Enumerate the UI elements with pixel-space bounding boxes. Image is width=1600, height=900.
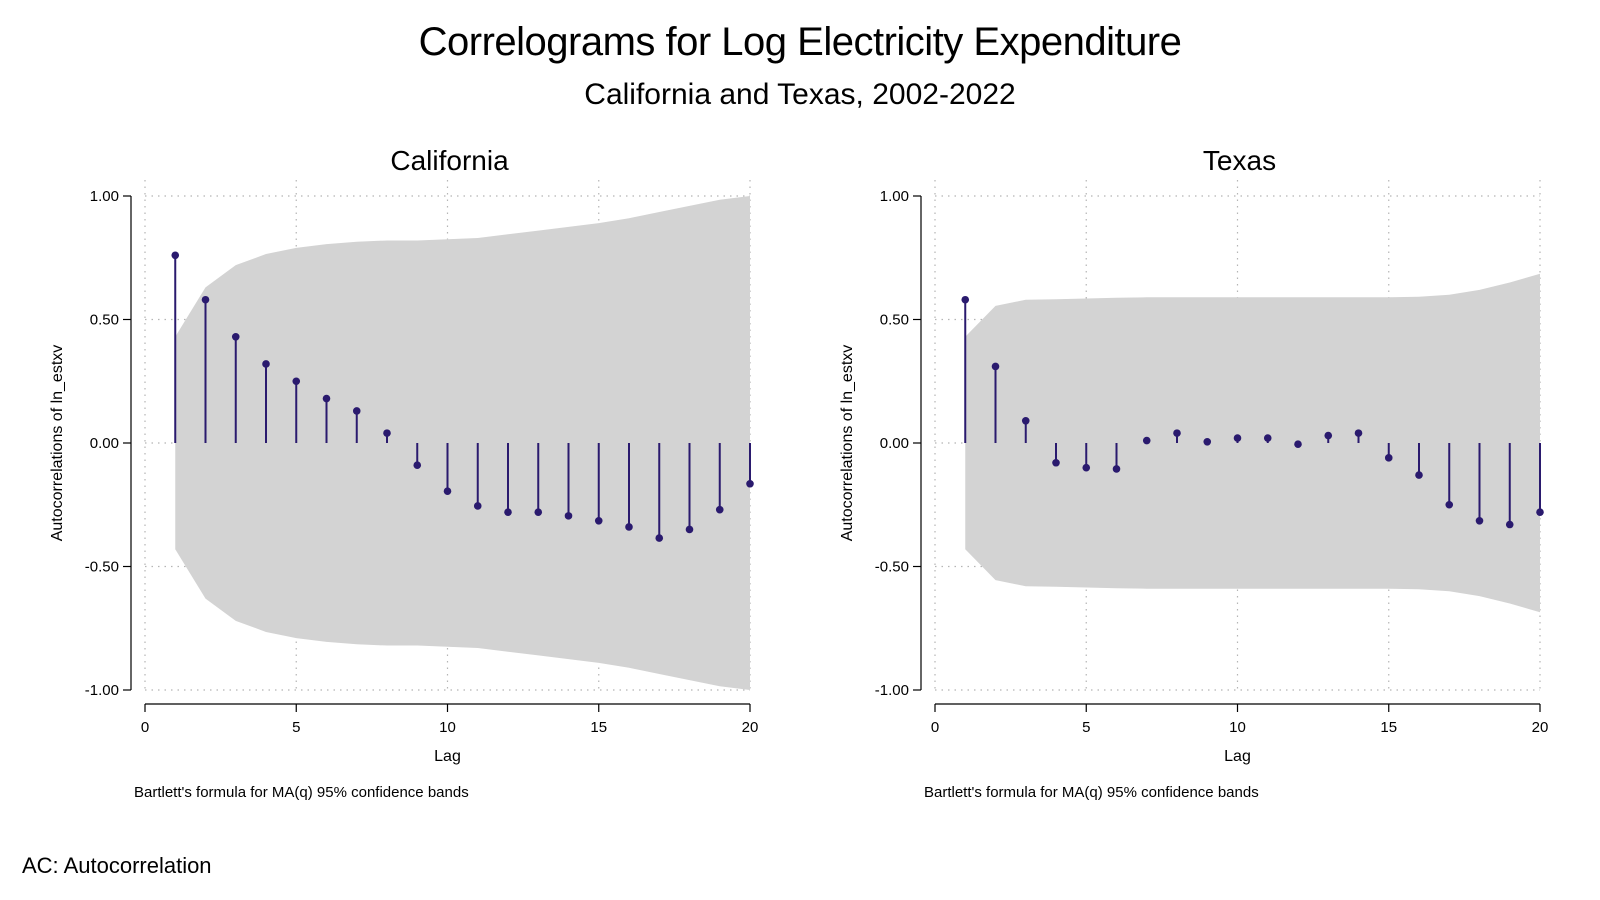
- ac-point-lag-18: [1475, 517, 1484, 525]
- ac-point-lag-19: [1505, 520, 1514, 529]
- ac-point-lag-3: [231, 332, 240, 341]
- ac-point-lag-20: [1536, 508, 1544, 516]
- x-tick-label: 15: [1380, 719, 1397, 736]
- ac-point-lag-9: [413, 461, 422, 470]
- ac-point-lag-16: [625, 523, 633, 531]
- ac-point-lag-1: [961, 295, 970, 304]
- ac-point-lag-1: [171, 251, 180, 260]
- correlogram-texas: Texas -1.00 -0.50 0.00 0.50 1.00 0 5 10 15 20 Lag Au…: [839, 145, 1549, 801]
- y-tick-label: -1.00: [875, 682, 909, 699]
- ac-point-lag-15: [1384, 454, 1393, 462]
- ac-point-lag-15: [594, 517, 603, 525]
- ac-point-lag-16: [1415, 471, 1423, 479]
- panel-title: California: [390, 145, 509, 176]
- x-tick-label: 0: [931, 719, 939, 736]
- y-tick-label: 1.00: [90, 188, 119, 205]
- ac-point-lag-11: [473, 502, 482, 510]
- x-axis-label: Lag: [434, 748, 461, 765]
- ac-point-lag-17: [1445, 500, 1454, 509]
- x-tick-label: 5: [1082, 719, 1090, 736]
- panel-title: Texas: [1203, 145, 1276, 176]
- ac-point-lag-19: [715, 505, 724, 514]
- ac-point-lag-2: [201, 295, 210, 304]
- y-tick-label: 0.00: [90, 435, 119, 452]
- ac-point-lag-4: [262, 360, 270, 368]
- ac-point-lag-6: [1112, 465, 1121, 473]
- ac-point-lag-8: [383, 429, 391, 437]
- panel-texas: Texas -1.00 -0.50 0.00 0.50 1.00 0 5 10 15 20 Lag Au…: [810, 140, 1600, 820]
- ac-point-lag-20: [746, 479, 754, 488]
- ac-point-lag-6: [322, 394, 331, 403]
- x-tick-label: 20: [742, 719, 759, 736]
- ac-point-lag-14: [564, 512, 573, 520]
- y-axis-label: Autocorrelations of ln_estxv: [839, 345, 856, 542]
- ac-point-lag-14: [1354, 429, 1363, 437]
- confidence-band: [175, 196, 750, 690]
- ac-point-lag-8: [1173, 429, 1181, 437]
- ac-point-lag-9: [1203, 437, 1212, 446]
- y-tick-label: -1.00: [85, 682, 119, 699]
- x-tick-label: 10: [1229, 719, 1246, 736]
- ac-point-lag-13: [1324, 431, 1333, 440]
- y-tick-label: -0.50: [875, 559, 909, 576]
- y-tick-label: 0.50: [880, 312, 909, 329]
- x-tick-label: 10: [439, 719, 456, 736]
- band-note: Bartlett's formula for MA(q) 95% confide…: [924, 784, 1259, 801]
- x-tick-label: 20: [1532, 719, 1549, 736]
- ac-point-lag-5: [292, 377, 301, 386]
- x-tick-label: 0: [141, 719, 149, 736]
- ac-point-lag-5: [1082, 463, 1091, 472]
- y-axis-label: Autocorrelations of ln_estxv: [49, 345, 66, 542]
- ac-point-lag-12: [504, 508, 512, 516]
- y-tick-label: 1.00: [880, 188, 909, 205]
- correlogram-california: California -1.00 -0.50 0.00 0.50 1.00 0 5 10 15 20…: [49, 145, 759, 801]
- ac-point-lag-3: [1021, 416, 1030, 425]
- y-tick-label: 0.50: [90, 312, 119, 329]
- ac-point-lag-11: [1263, 434, 1272, 442]
- ac-point-lag-10: [1233, 434, 1242, 442]
- x-tick-label: 15: [590, 719, 607, 736]
- panel-california: California -1.00 -0.50 0.00 0.50 1.00 0 5 10 15 20…: [20, 140, 810, 820]
- band-note: Bartlett's formula for MA(q) 95% confide…: [134, 784, 469, 801]
- ac-point-lag-17: [655, 534, 664, 542]
- y-tick-label: 0.00: [880, 435, 909, 452]
- x-tick-label: 5: [292, 719, 300, 736]
- ac-point-lag-2: [991, 362, 1000, 371]
- ac-point-lag-10: [443, 487, 452, 495]
- chart-title: Correlograms for Log Electricity Expendi…: [418, 20, 1182, 64]
- ac-point-lag-7: [1142, 436, 1151, 445]
- ac-point-lag-12: [1294, 440, 1302, 449]
- chart-subtitle: California and Texas, 2002-2022: [584, 78, 1016, 111]
- ac-point-lag-13: [534, 508, 543, 516]
- footnote: AC: Autocorrelation: [22, 853, 212, 878]
- x-axis-label: Lag: [1224, 748, 1251, 765]
- ac-point-lag-4: [1052, 458, 1060, 467]
- ac-point-lag-7: [352, 407, 361, 415]
- confidence-band: [965, 273, 1540, 613]
- ac-point-lag-18: [685, 525, 694, 534]
- y-tick-label: -0.50: [85, 559, 119, 576]
